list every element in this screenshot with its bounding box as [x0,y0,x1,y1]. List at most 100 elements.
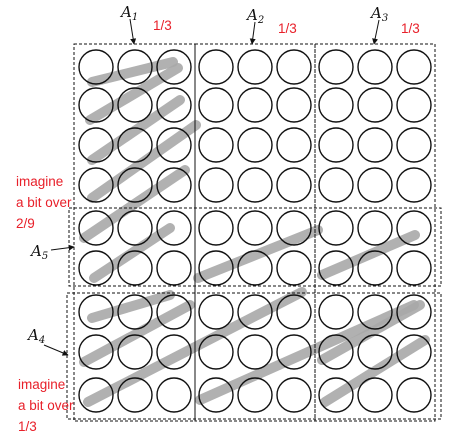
diagonal-stroke [87,95,185,165]
circle [357,49,393,85]
diagonal-stroke [320,335,430,407]
diagonal-strokes [79,57,430,407]
circle [396,49,432,85]
circle [237,87,273,123]
circle [237,334,273,370]
circle [237,377,273,413]
circle [198,377,234,413]
circle [198,127,234,163]
circle [276,167,312,203]
circle [117,167,153,203]
circle [237,49,273,85]
circle [117,294,153,330]
diagonal-stroke [87,290,175,323]
label-a1: A1 [119,3,138,23]
circle [357,167,393,203]
circle [276,294,312,330]
circle [198,334,234,370]
circle [78,334,114,370]
fraction-a1: 1/3 [153,18,172,33]
circle [198,49,234,85]
circle [318,87,354,123]
circle [276,49,312,85]
circle [198,210,234,246]
circle [156,377,192,413]
label-a2: A2 [245,6,264,26]
circle [117,87,153,123]
note-lower: imagine a bit over 1/3 [18,377,77,434]
circle [276,250,312,286]
circle [318,377,354,413]
circle [318,127,354,163]
circle [357,127,393,163]
circle [237,167,273,203]
circle [237,210,273,246]
circle [78,294,114,330]
circle [276,377,312,413]
circle [396,334,432,370]
circle [117,377,153,413]
circle-grid [78,49,432,413]
circle [117,334,153,370]
circle [156,250,192,286]
arrows [43,18,380,356]
circle [198,250,234,286]
circle [318,294,354,330]
circle [357,377,393,413]
circle [78,127,114,163]
label-a4: A4 [26,326,45,346]
arrow-a4 [43,344,69,356]
circle [396,377,432,413]
circle [117,210,153,246]
circle [276,87,312,123]
circle [78,167,114,203]
diagonal-stroke [79,165,190,243]
diagonal-stroke [89,223,175,283]
circle [156,334,192,370]
arrow-a2 [249,21,256,45]
circle [156,167,192,203]
circle [198,167,234,203]
box-a2 [194,43,316,422]
circle [156,210,192,246]
circle [156,49,192,85]
circle [396,167,432,203]
circle [396,250,432,286]
circle [78,87,114,123]
box-a4 [66,292,442,420]
circle [156,294,192,330]
circle [357,210,393,246]
circle [237,294,273,330]
diagonal-stroke [317,300,425,365]
circle [156,127,192,163]
note-upper: imagine a bit over 2/9 [16,174,75,231]
diagonal-stroke [195,300,419,405]
circle [276,127,312,163]
circle [396,87,432,123]
circle [117,127,153,163]
diagonal-stroke [87,57,178,87]
circle [357,334,393,370]
fraction-a3: 1/3 [401,21,420,36]
circle [396,127,432,163]
circle [78,210,114,246]
circle [318,250,354,286]
circle [237,127,273,163]
diagonal-stroke [79,300,195,367]
circle [357,250,393,286]
diagonal-stroke [87,120,201,203]
circle [357,87,393,123]
circle [318,334,354,370]
circle [198,87,234,123]
circle [117,49,153,85]
arrow-a3 [372,19,380,45]
diagonal-stroke [193,225,323,283]
circle [237,250,273,286]
fraction-a2: 1/3 [278,21,297,36]
diagonal-stroke [85,63,183,125]
circle [78,49,114,85]
circle [276,334,312,370]
circle [78,250,114,286]
circle [198,294,234,330]
